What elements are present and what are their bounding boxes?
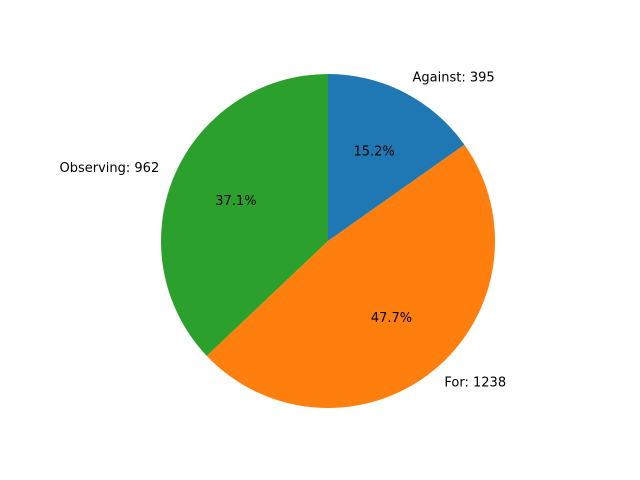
pct-label-against: 15.2% [353,145,394,160]
pct-label-for: 47.7% [371,311,412,326]
slice-label-for: For: 1238 [444,376,506,391]
pie-labels: 15.2% Against: 395 47.7% For: 1238 37.1% Obse… [60,70,507,390]
pie-slice-for [206,144,496,409]
pie-slices [160,74,496,409]
slice-label-observing: Observing: 962 [60,161,160,176]
slice-label-against: Against: 395 [413,70,495,85]
pie-slice-against [328,74,465,241]
pie-slice-observing [160,74,328,356]
pct-label-observing: 37.1% [215,194,256,209]
